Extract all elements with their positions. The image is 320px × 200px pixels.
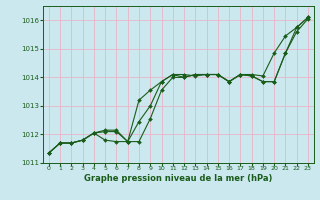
- X-axis label: Graphe pression niveau de la mer (hPa): Graphe pression niveau de la mer (hPa): [84, 174, 273, 183]
